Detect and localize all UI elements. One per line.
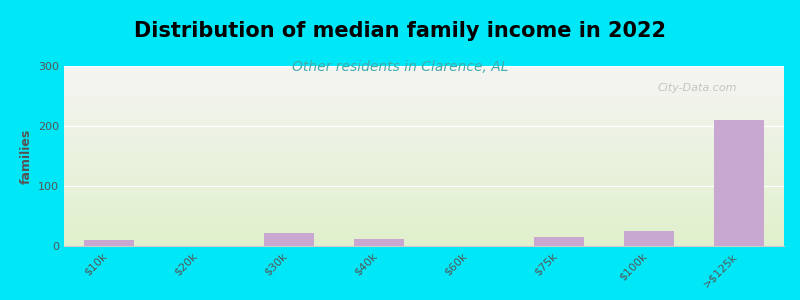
Bar: [84, 240, 134, 246]
Bar: [354, 239, 404, 246]
Bar: [534, 237, 584, 246]
Y-axis label: families: families: [19, 128, 33, 184]
Text: Distribution of median family income in 2022: Distribution of median family income in …: [134, 21, 666, 41]
Bar: [714, 120, 764, 246]
Text: Other residents in Clarence, AL: Other residents in Clarence, AL: [292, 60, 508, 74]
Text: City-Data.com: City-Data.com: [658, 82, 738, 93]
Bar: [264, 233, 314, 246]
Bar: [624, 231, 674, 246]
